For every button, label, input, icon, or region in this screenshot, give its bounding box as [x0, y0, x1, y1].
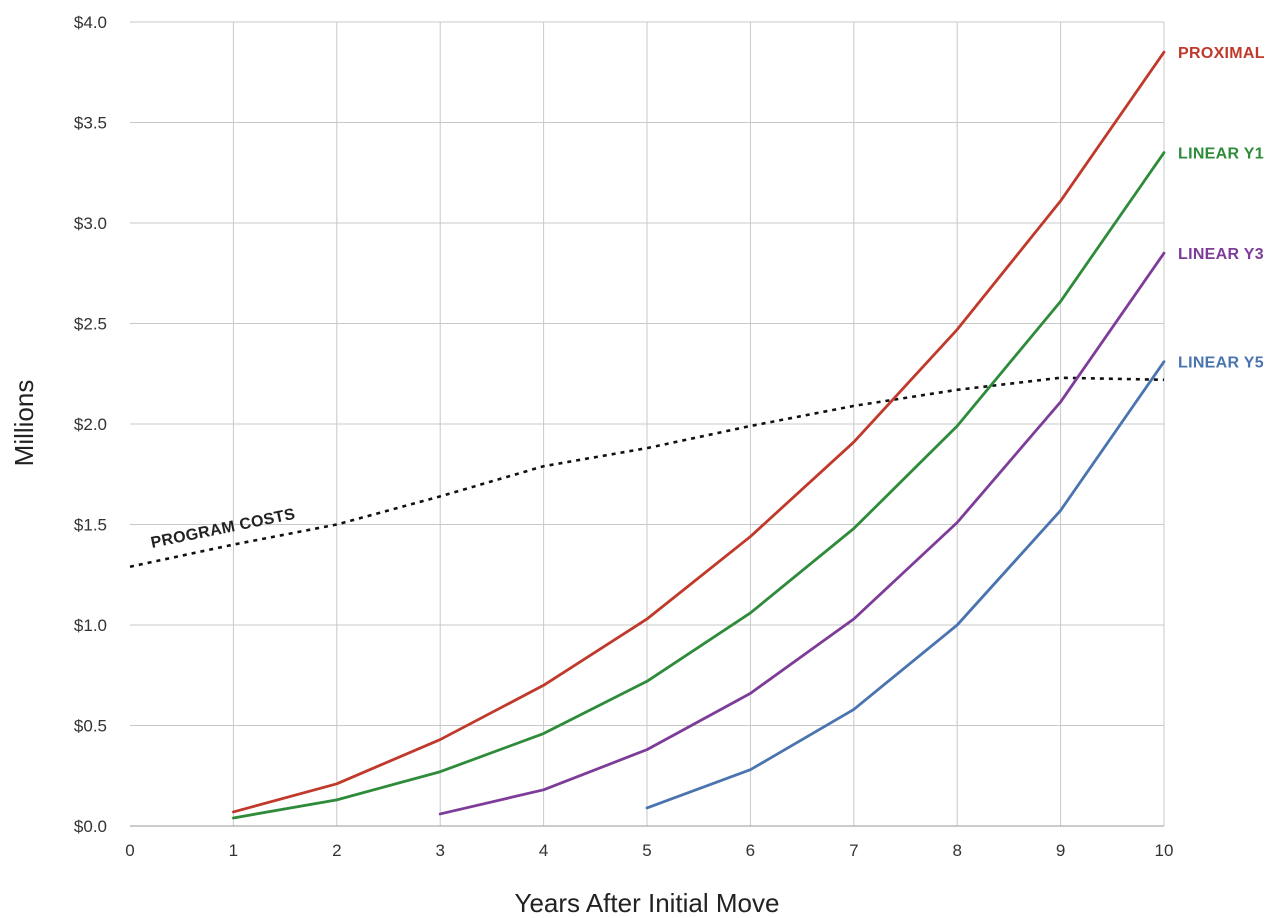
x-tick-label: 1	[229, 841, 238, 860]
y-tick-label: $0.0	[74, 817, 107, 836]
y-tick-label: $4.0	[74, 13, 107, 32]
series-line-linear-y3	[438, 251, 1166, 816]
x-tick-label: 0	[125, 841, 134, 860]
y-tick-label: $1.0	[74, 616, 107, 635]
series-line-linear-y1	[231, 151, 1166, 820]
x-tick-label: 7	[849, 841, 858, 860]
x-tick-label: 9	[1056, 841, 1065, 860]
program-costs-label: PROGRAM COSTS	[149, 506, 296, 552]
grid	[130, 21, 1165, 827]
series-group	[231, 50, 1166, 820]
x-axis-ticks: 0 1 2 3 4 5 6 7 8 9 10	[125, 841, 1173, 860]
series-label-proximal: PROXIMAL	[1178, 45, 1265, 62]
x-tick-label: 10	[1155, 841, 1174, 860]
series-label-linear-y1: LINEAR Y1	[1178, 146, 1264, 163]
x-tick-label: 4	[539, 841, 548, 860]
series-line-proximal	[231, 50, 1166, 814]
x-tick-label: 6	[746, 841, 755, 860]
series-line-linear-y5	[645, 360, 1166, 810]
x-tick-label: 3	[435, 841, 444, 860]
y-tick-label: $2.0	[74, 415, 107, 434]
x-tick-label: 5	[642, 841, 651, 860]
y-tick-label: $3.0	[74, 214, 107, 233]
x-axis-title: Years After Initial Move	[515, 888, 780, 918]
y-tick-label: $2.5	[74, 315, 107, 334]
y-axis-title: Millions	[9, 380, 39, 467]
y-axis-ticks: $0.0 $0.5 $1.0 $1.5 $2.0 $2.5 $3.0 $3.5 $4.0	[74, 13, 107, 836]
x-tick-label: 8	[952, 841, 961, 860]
series-labels: PROXIMAL LINEAR Y1 LINEAR Y3 LINEAR Y5	[1178, 45, 1265, 372]
series-label-linear-y5: LINEAR Y5	[1178, 355, 1264, 372]
y-tick-label: $3.5	[74, 114, 107, 133]
x-tick-label: 2	[332, 841, 341, 860]
y-tick-label: $1.5	[74, 516, 107, 535]
y-tick-label: $0.5	[74, 717, 107, 736]
series-label-linear-y3: LINEAR Y3	[1178, 246, 1264, 263]
